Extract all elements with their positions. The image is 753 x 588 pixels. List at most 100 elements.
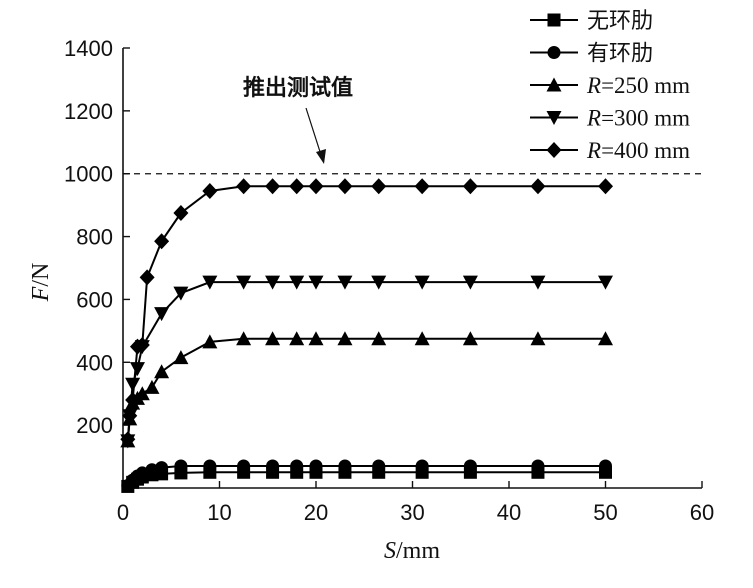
data-point-circle: [531, 459, 545, 473]
data-point-triangle-down: [308, 275, 324, 290]
data-point-triangle-down: [371, 275, 387, 290]
x-tick-label: 30: [400, 500, 424, 525]
data-point-diamond: [173, 205, 189, 221]
data-point-diamond: [337, 178, 353, 195]
data-point-triangle-up: [530, 331, 546, 346]
data-point-triangle-up: [414, 331, 430, 346]
data-point-triangle-down: [414, 275, 430, 290]
legend-item-4: R=300 mm: [530, 106, 690, 131]
x-axis-title: S/mm: [384, 538, 440, 564]
series-line: [126, 185, 606, 440]
data-point-triangle-up: [202, 334, 218, 349]
data-point-diamond: [414, 178, 430, 195]
data-point-triangle-up: [289, 331, 305, 346]
data-point-triangle-down: [530, 275, 546, 290]
data-point-circle: [174, 459, 188, 473]
data-point-circle: [463, 459, 477, 473]
x-tick-label: 0: [117, 500, 129, 525]
data-point-circle: [415, 459, 429, 473]
data-point-diamond: [236, 178, 252, 195]
axis-titles: S/mm F/N: [28, 263, 440, 564]
annotation-arrow-head: [316, 149, 326, 164]
data-point-triangle-up: [236, 331, 252, 346]
data-point-triangle-up: [134, 386, 150, 401]
y-tick-label: 200: [76, 413, 113, 438]
y-tick-label: 600: [76, 287, 113, 312]
annotation-arrow-shaft: [305, 107, 323, 159]
data-point-triangle-down: [546, 111, 562, 125]
data-point-triangle-down: [289, 275, 305, 290]
reference-line-label: 推出测试值: [243, 75, 353, 101]
x-tick-label: 10: [207, 500, 231, 525]
data-point-triangle-down: [202, 275, 218, 290]
data-point-triangle-down: [125, 377, 141, 392]
data-point-circle: [372, 459, 386, 473]
y-tick-label: 1000: [64, 162, 113, 187]
data-point-triangle-up: [265, 331, 281, 346]
series-line: [126, 337, 606, 441]
legend-item-3: R=250 mm: [530, 73, 690, 98]
data-point-triangle-up: [598, 331, 613, 346]
data-point-triangle-up: [308, 331, 324, 346]
data-point-diamond: [134, 337, 150, 353]
data-point-square: [547, 13, 561, 27]
legend-label: R=300 mm: [586, 106, 690, 131]
data-point-circle: [547, 46, 561, 59]
data-point-triangle-down: [337, 275, 353, 290]
data-point-diamond: [125, 392, 141, 408]
series-4: [120, 275, 613, 449]
data-point-triangle-up: [462, 331, 478, 346]
data-point-triangle-down: [129, 362, 145, 377]
x-tick-label: 20: [304, 500, 328, 525]
legend-item-5: R=400 mm: [530, 138, 690, 163]
data-point-triangle-up: [173, 350, 189, 365]
data-point-circle: [338, 459, 352, 473]
data-point-triangle-up: [144, 379, 160, 394]
legend-label: 无环肋: [587, 9, 653, 34]
data-point-diamond: [462, 178, 478, 195]
series-3: [120, 331, 613, 448]
y-tick-label: 800: [76, 225, 113, 250]
series-5: [120, 178, 613, 448]
data-point-circle: [290, 459, 304, 473]
data-point-diamond: [530, 178, 546, 195]
data-point-diamond: [139, 269, 155, 286]
data-point-circle: [155, 461, 169, 475]
legend-label: 有环肋: [587, 42, 653, 67]
x-tick-label: 60: [690, 500, 714, 525]
y-tick-label: 1400: [64, 36, 113, 61]
legend-label: R=400 mm: [586, 138, 690, 163]
data-point-triangle-down: [598, 275, 613, 290]
data-point-diamond: [202, 183, 218, 199]
data-point-circle: [237, 459, 251, 473]
legend-item-1: 无环肋: [530, 9, 653, 34]
data-point-triangle-down: [265, 275, 281, 290]
data-point-diamond: [265, 178, 281, 195]
data-point-diamond: [371, 178, 387, 195]
y-tick-label: 1200: [64, 99, 113, 124]
y-tick-label: 400: [76, 350, 113, 375]
axes: 0 10 20 30 40 50 60 200 400 600 800 1000 1200 1400: [64, 36, 714, 525]
data-point-diamond: [122, 407, 138, 424]
data-point-triangle-down: [173, 286, 189, 301]
data-point-triangle-down: [236, 275, 252, 290]
data-point-triangle-up: [154, 364, 170, 379]
x-tick-label: 50: [593, 500, 617, 525]
data-point-diamond: [598, 178, 613, 195]
legend-item-2: 有环肋: [530, 42, 653, 67]
data-point-diamond: [154, 233, 170, 250]
legend-label: R=250 mm: [586, 73, 690, 98]
data-point-triangle-down: [154, 307, 170, 322]
y-axis-title: F/N: [28, 263, 54, 303]
series-line: [126, 281, 606, 441]
data-point-triangle-up: [371, 331, 387, 346]
data-point-diamond: [120, 431, 136, 448]
data-point-circle: [599, 459, 612, 473]
x-tick-label: 40: [497, 500, 521, 525]
data-point-diamond: [308, 178, 324, 195]
data-point-diamond: [289, 178, 305, 195]
data-point-diamond: [546, 142, 562, 158]
data-point-circle: [266, 459, 280, 473]
